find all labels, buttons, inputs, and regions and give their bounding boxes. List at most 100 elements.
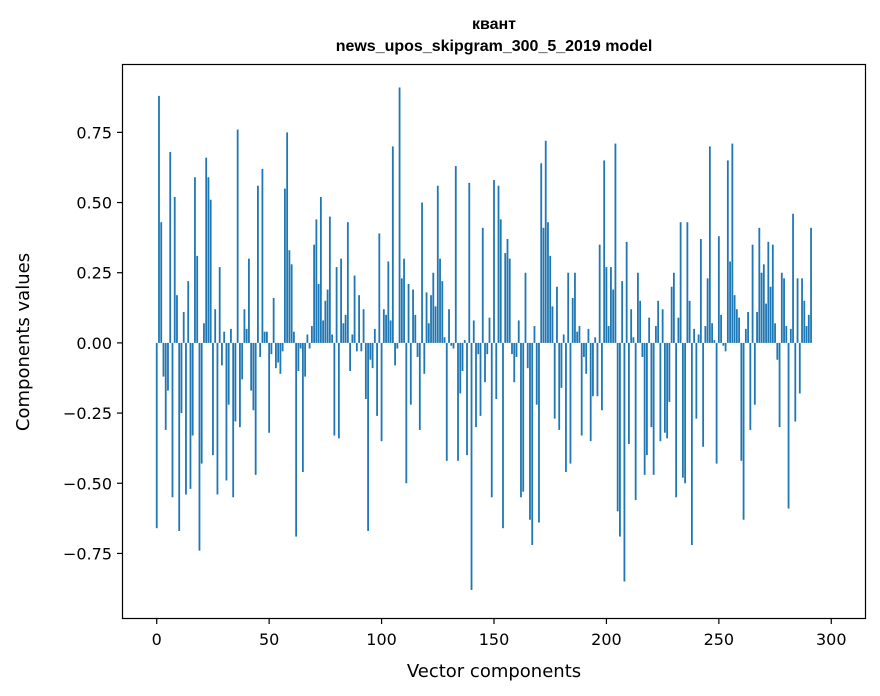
bar — [326, 289, 329, 343]
bar — [540, 163, 543, 343]
bar — [565, 342, 567, 473]
bar — [720, 314, 722, 343]
bar — [364, 342, 367, 400]
bar — [454, 166, 457, 343]
bar — [331, 334, 334, 343]
bar — [715, 342, 718, 464]
bar — [324, 300, 327, 343]
bar — [189, 342, 192, 489]
bar — [535, 342, 538, 405]
bar — [783, 278, 785, 343]
bar — [380, 342, 383, 442]
bar — [524, 272, 527, 343]
bar — [445, 342, 448, 461]
x-tick-label: 150 — [479, 630, 510, 649]
bar — [697, 334, 700, 343]
bar — [310, 326, 313, 343]
bar — [479, 342, 482, 416]
bar — [387, 261, 390, 343]
bar — [360, 342, 363, 352]
bar — [371, 342, 374, 369]
bar — [612, 289, 615, 343]
bar — [681, 342, 684, 478]
bar — [621, 281, 624, 343]
bar — [594, 337, 597, 343]
bar — [394, 342, 396, 366]
bar — [722, 342, 725, 346]
bar — [290, 264, 293, 343]
bar — [693, 328, 696, 343]
bar — [504, 253, 507, 343]
bar — [194, 177, 196, 343]
bar — [248, 258, 250, 343]
bar — [630, 309, 633, 343]
bar — [340, 258, 342, 343]
bar — [430, 295, 432, 343]
bar — [200, 342, 203, 464]
bar — [319, 196, 322, 343]
bar — [679, 222, 682, 343]
bar — [178, 342, 181, 531]
bar — [434, 306, 437, 343]
bar — [268, 342, 271, 433]
bar — [774, 323, 776, 343]
bar — [587, 328, 590, 343]
bar — [634, 342, 637, 501]
bar — [785, 326, 788, 343]
bar — [807, 314, 810, 343]
bar — [461, 342, 464, 371]
bar — [690, 342, 693, 546]
bar — [169, 152, 172, 343]
bar — [592, 342, 594, 397]
bar — [403, 258, 405, 343]
bar — [241, 342, 244, 380]
bar — [176, 295, 178, 343]
bar — [450, 342, 453, 346]
bar — [355, 342, 358, 352]
y-tick-label: 0.00 — [76, 334, 112, 353]
x-tick-label: 250 — [704, 630, 735, 649]
bar — [475, 342, 477, 428]
bar — [805, 326, 808, 343]
bar — [508, 258, 511, 343]
bar — [191, 342, 194, 436]
bar — [448, 309, 450, 343]
bar — [317, 283, 320, 343]
bar — [663, 342, 666, 433]
bar — [704, 326, 707, 343]
bar — [418, 342, 421, 430]
bar — [313, 244, 316, 343]
bar — [378, 233, 381, 343]
bar — [740, 342, 743, 461]
bar — [628, 342, 630, 444]
bar — [187, 281, 190, 343]
bar — [227, 342, 230, 405]
bar — [171, 342, 174, 498]
bar — [607, 326, 610, 343]
bar — [382, 309, 385, 343]
bar — [619, 342, 621, 537]
bar — [515, 342, 518, 357]
bar — [749, 342, 752, 430]
bar — [792, 213, 794, 343]
bar — [409, 342, 412, 405]
bar — [412, 289, 414, 343]
bar — [695, 342, 698, 419]
bar — [547, 222, 549, 343]
bar — [261, 168, 264, 343]
bar — [803, 300, 806, 343]
bar — [686, 222, 689, 343]
bar — [778, 342, 781, 428]
bar — [641, 342, 644, 357]
bar — [203, 323, 205, 343]
bar — [776, 342, 779, 360]
bar — [275, 342, 277, 369]
bar — [405, 342, 408, 484]
bar — [794, 342, 797, 422]
bar — [335, 267, 338, 343]
bar — [717, 236, 720, 343]
bar — [513, 342, 516, 383]
bar — [281, 342, 284, 352]
bar — [259, 342, 262, 357]
